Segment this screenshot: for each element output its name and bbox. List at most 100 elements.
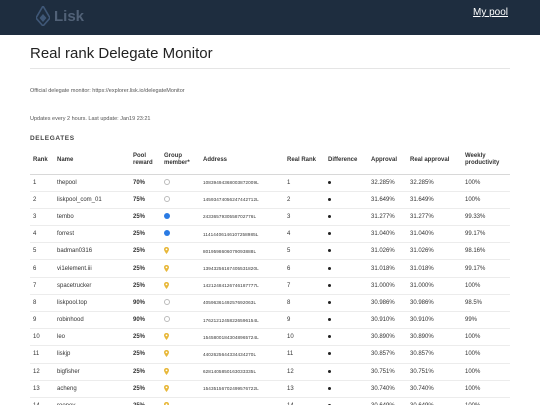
cell-name[interactable]: forrest — [54, 225, 130, 244]
header-rank: Rank — [30, 147, 54, 175]
cell-rank: 8 — [30, 294, 54, 313]
dot-icon — [328, 318, 331, 322]
dot-icon — [328, 283, 331, 287]
cell-approval: 31.026% — [368, 242, 407, 261]
cell-weekly-productivity: 98.16% — [462, 242, 510, 261]
cell-real-rank: 12 — [284, 363, 325, 381]
cell-group-member — [161, 242, 200, 261]
cell-group-member — [161, 345, 200, 364]
cell-address: 2433657930558702776L — [200, 208, 284, 227]
table-header-row: Rank Name Pool reward Group member* Addr… — [30, 147, 510, 175]
table-row: 3 tembo 25% 2433657930558702776L 3 31.277% 31.… — [30, 208, 510, 227]
cell-real-rank: 1 — [284, 174, 325, 192]
blue-dot-icon — [164, 230, 170, 237]
cell-name[interactable]: liskpool.top — [54, 294, 130, 313]
page-title: Real rank Delegate Monitor — [30, 45, 213, 62]
lisk-logo-icon — [36, 6, 50, 26]
cell-name[interactable]: spacetrucker — [54, 277, 130, 295]
cell-pool-reward: 25% — [130, 363, 161, 381]
cell-weekly-productivity: 99.17% — [462, 259, 510, 278]
cell-name[interactable]: liskjp — [54, 345, 130, 364]
cell-name[interactable]: acheng — [54, 380, 130, 398]
cell-real-rank: 9 — [284, 311, 325, 330]
cell-group-member — [161, 328, 200, 347]
cell-real-rank: 4 — [284, 225, 325, 244]
cell-group-member — [161, 363, 200, 381]
cell-name[interactable]: thepool — [54, 174, 130, 192]
cell-rank: 6 — [30, 259, 54, 278]
cell-address: 14593474056247442712L — [200, 191, 284, 209]
cell-name[interactable]: leo — [54, 328, 130, 347]
empty-circle-icon — [164, 178, 170, 185]
header-weekly-productivity: Weekly productivity — [462, 147, 510, 175]
cell-difference — [325, 208, 368, 227]
cell-real-rank: 3 — [284, 208, 325, 227]
dot-icon — [328, 369, 331, 373]
cell-real-rank: 13 — [284, 380, 325, 398]
cell-rank: 11 — [30, 345, 54, 364]
cell-difference — [325, 259, 368, 278]
cell-address: 4402625644334434270L — [200, 345, 284, 364]
cell-weekly-productivity: 100% — [462, 174, 510, 192]
cell-rank: 13 — [30, 380, 54, 398]
cell-name[interactable]: badman0316 — [54, 242, 130, 261]
blue-dot-icon — [164, 212, 170, 219]
cell-name[interactable]: tembo — [54, 208, 130, 227]
cell-real-approval: 31.277% — [407, 208, 462, 227]
cell-difference — [325, 380, 368, 398]
cell-pool-reward: 25% — [130, 225, 161, 244]
header-real-rank: Real Rank — [284, 147, 325, 175]
cell-name[interactable]: bigfisher — [54, 363, 130, 381]
cell-approval: 30.751% — [368, 363, 407, 381]
cell-difference — [325, 242, 368, 261]
cell-address: 4059636149257692063L — [200, 294, 284, 313]
cell-group-member — [161, 311, 200, 330]
dot-icon — [328, 197, 331, 201]
table-row: 4 forrest 25% 11414406146107258985L 4 31.040%… — [30, 225, 510, 244]
cell-name[interactable]: robinhood — [54, 311, 130, 330]
yellow-pin-icon — [164, 350, 170, 358]
official-monitor-text: Official delegate monitor: https://explo… — [30, 88, 185, 94]
cell-group-member — [161, 225, 200, 244]
cell-approval: 30.740% — [368, 380, 407, 398]
cell-name[interactable]: liskpool_com_01 — [54, 191, 130, 209]
cell-approval: 30.910% — [368, 311, 407, 330]
cell-rank: 10 — [30, 328, 54, 347]
cell-weekly-productivity: 100% — [462, 380, 510, 398]
cell-group-member — [161, 259, 200, 278]
cell-address: 14212484126746187777L — [200, 277, 284, 295]
cell-address: 11414406146107258985L — [200, 225, 284, 244]
cell-address: 17621212458226596154L — [200, 311, 284, 330]
table-row: 6 vi1element.iii 25% 13943256167405531820L 6… — [30, 259, 510, 278]
cell-difference — [325, 311, 368, 330]
cell-real-rank: 11 — [284, 345, 325, 364]
section-title-delegates: DELEGATES — [30, 135, 75, 142]
cell-difference — [325, 328, 368, 347]
yellow-pin-icon — [164, 333, 170, 341]
cell-pool-reward: 90% — [130, 311, 161, 330]
cell-address: 8019598606079093888L — [200, 242, 284, 261]
cell-rank: 4 — [30, 225, 54, 244]
table-row: 9 robinhood 90% 17621212458226596154L 9 30.91… — [30, 311, 510, 330]
lisk-logo[interactable]: Lisk — [36, 6, 84, 26]
table-row: 2 liskpool_com_01 75% 14593474056247442712L… — [30, 191, 510, 209]
cell-weekly-productivity: 98.5% — [462, 294, 510, 313]
cell-real-approval: 30.910% — [407, 311, 462, 330]
cell-name[interactable]: vi1element.iii — [54, 259, 130, 278]
cell-approval: 31.649% — [368, 191, 407, 209]
empty-circle-icon — [164, 298, 170, 305]
cell-real-approval: 30.751% — [407, 363, 462, 381]
cell-pool-reward: 25% — [130, 277, 161, 295]
table-row: 5 badman0316 25% 8019598606079093888L 5 31.02… — [30, 242, 510, 261]
cell-rank: 3 — [30, 208, 54, 227]
cell-real-approval: 30.740% — [407, 380, 462, 398]
cell-real-approval: 31.000% — [407, 277, 462, 295]
cell-name[interactable]: rooney — [54, 397, 130, 405]
my-pool-link[interactable]: My pool — [472, 7, 508, 18]
header-pool-reward: Pool reward — [130, 147, 161, 175]
cell-approval: 30.986% — [368, 294, 407, 313]
title-divider — [30, 68, 510, 69]
table-row: 13 acheng 25% 15435156702499576722L 13 30.740… — [30, 380, 510, 398]
cell-real-approval: 31.649% — [407, 191, 462, 209]
yellow-pin-icon — [164, 367, 170, 375]
